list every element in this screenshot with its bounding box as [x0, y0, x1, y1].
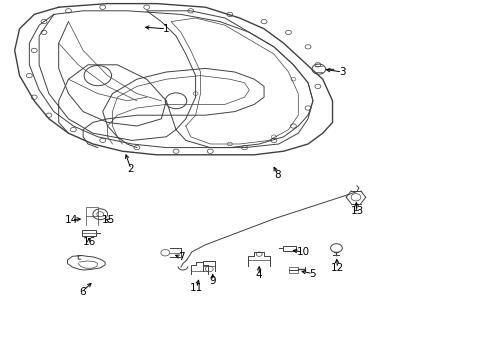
Text: 15: 15: [102, 215, 115, 225]
Bar: [288, 267, 298, 273]
Text: 7: 7: [177, 252, 184, 262]
Text: 10: 10: [296, 247, 309, 257]
Text: 1: 1: [163, 24, 169, 34]
Text: 12: 12: [330, 263, 344, 273]
Text: 13: 13: [349, 206, 363, 216]
Text: 9: 9: [209, 276, 216, 286]
Text: 5: 5: [309, 269, 316, 279]
Text: 11: 11: [189, 283, 203, 293]
Text: 14: 14: [64, 215, 78, 225]
Text: 2: 2: [127, 164, 134, 174]
Text: 3: 3: [338, 67, 345, 77]
Text: 8: 8: [274, 170, 281, 180]
Bar: [282, 246, 296, 251]
Text: 16: 16: [82, 237, 96, 247]
Text: 4: 4: [255, 270, 262, 280]
Text: 6: 6: [79, 287, 85, 297]
